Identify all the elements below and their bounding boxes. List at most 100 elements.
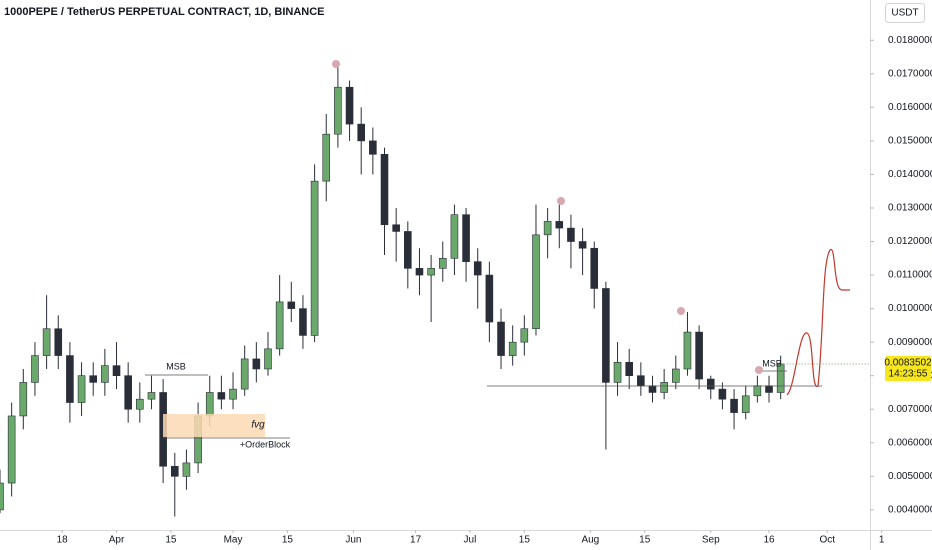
candle-body [473, 261, 482, 276]
candle-body [625, 361, 633, 376]
candle-body [543, 221, 552, 236]
candle-body [404, 231, 412, 269]
y-tick-label: 0.0130000 [888, 203, 932, 214]
candle-body [170, 465, 179, 477]
candle-body [532, 234, 540, 330]
candle-body [240, 358, 249, 390]
x-tick-label: Jun [345, 535, 361, 546]
candle-body [613, 361, 622, 383]
y-tick-label: 0.0110000 [888, 270, 932, 281]
candle-body [555, 221, 564, 229]
countdown: 14:23:55 [889, 369, 928, 380]
candle-body [660, 382, 668, 393]
x-tick-label: 17 [410, 535, 422, 546]
y-tick-label: 0.0120000 [888, 236, 932, 247]
candle-body [31, 355, 39, 383]
x-tick-label: Oct [819, 535, 835, 546]
y-tick-label: 0.0180000 [888, 35, 932, 46]
candle-body [124, 375, 132, 410]
candle-body [706, 378, 715, 390]
last-price-box [885, 355, 931, 381]
candle-body [578, 241, 587, 249]
x-tick-label: 18 [57, 535, 69, 546]
x-tick-label: May [224, 535, 243, 546]
candle-body [77, 375, 86, 403]
candle-body [462, 214, 470, 262]
candle-body [765, 385, 773, 393]
x-tick-label: 15 [165, 535, 177, 546]
candle-body [299, 308, 307, 336]
candle-body [264, 348, 272, 370]
x-tick-label: 15 [519, 535, 531, 546]
y-tick-label: 0.0150000 [888, 136, 932, 147]
peak-marker [557, 197, 565, 205]
last-price-label: 0.0083502 [884, 358, 932, 369]
candle-body [310, 180, 319, 336]
x-tick-label: 1 [879, 535, 885, 546]
x-tick-label: Apr [109, 535, 125, 546]
x-tick-label: Aug [581, 535, 599, 546]
candle-body [602, 288, 610, 383]
drawings: MSB fvg +OrderBlock MSB [145, 60, 850, 449]
x-tick-label: 15 [639, 535, 651, 546]
candle-body [718, 388, 727, 400]
x-tick-label: Sep [702, 535, 720, 546]
candle-body [275, 301, 284, 350]
candle-body [19, 382, 28, 417]
candle-body [334, 86, 342, 135]
currency-box[interactable] [885, 3, 925, 23]
candle-body [520, 328, 529, 343]
candle-body [42, 328, 51, 356]
fvg-zone [163, 414, 265, 437]
x-tick-label: 15 [282, 535, 294, 546]
candle-body [147, 392, 156, 400]
candle-body [637, 375, 645, 387]
annotation: MSB [166, 361, 186, 371]
y-tick-label: 0.0060000 [888, 437, 932, 448]
candle-body [345, 86, 354, 125]
candle-body [415, 268, 424, 276]
candle-body [217, 392, 226, 400]
y-tick-label: 0.0170000 [888, 68, 932, 79]
candle-body [438, 257, 447, 269]
y-tick-label: 0.0160000 [888, 102, 932, 113]
currency[interactable]: USDT [891, 8, 918, 19]
candle-body [112, 365, 121, 376]
candle-body [730, 398, 738, 413]
candle-body [450, 214, 459, 259]
y-tick-label: 0.0040000 [888, 505, 932, 516]
candle-body [182, 462, 191, 477]
candle-body [380, 154, 389, 226]
candle-body [753, 385, 762, 397]
peak-marker [332, 60, 340, 68]
candle-body [357, 123, 366, 142]
candle-body [369, 140, 377, 155]
candle-body [672, 368, 680, 383]
projection-path [786, 249, 850, 396]
candle-body [205, 392, 214, 417]
candle-body [7, 415, 16, 484]
candle-body [287, 301, 296, 309]
candle-body [741, 395, 750, 413]
candle-body [508, 341, 517, 356]
candle-body [648, 385, 657, 393]
annotation: fvg [251, 420, 265, 431]
peak-marker [755, 366, 763, 374]
candle-body [590, 247, 599, 289]
candle-body [0, 482, 4, 511]
y-tick-label: 0.0140000 [888, 169, 932, 180]
candle-body [497, 321, 505, 356]
candle-body [322, 133, 331, 182]
candle-body [136, 398, 144, 410]
annotation: +OrderBlock [240, 439, 291, 449]
candle-body [229, 388, 237, 400]
x-tick-label: 16 [763, 535, 775, 546]
peak-marker [677, 307, 685, 315]
candle-body [392, 224, 400, 232]
candle-body [485, 274, 494, 323]
candles [0, 67, 785, 517]
y-tick-label: 0.0050000 [888, 471, 932, 482]
candle-body [101, 365, 109, 383]
